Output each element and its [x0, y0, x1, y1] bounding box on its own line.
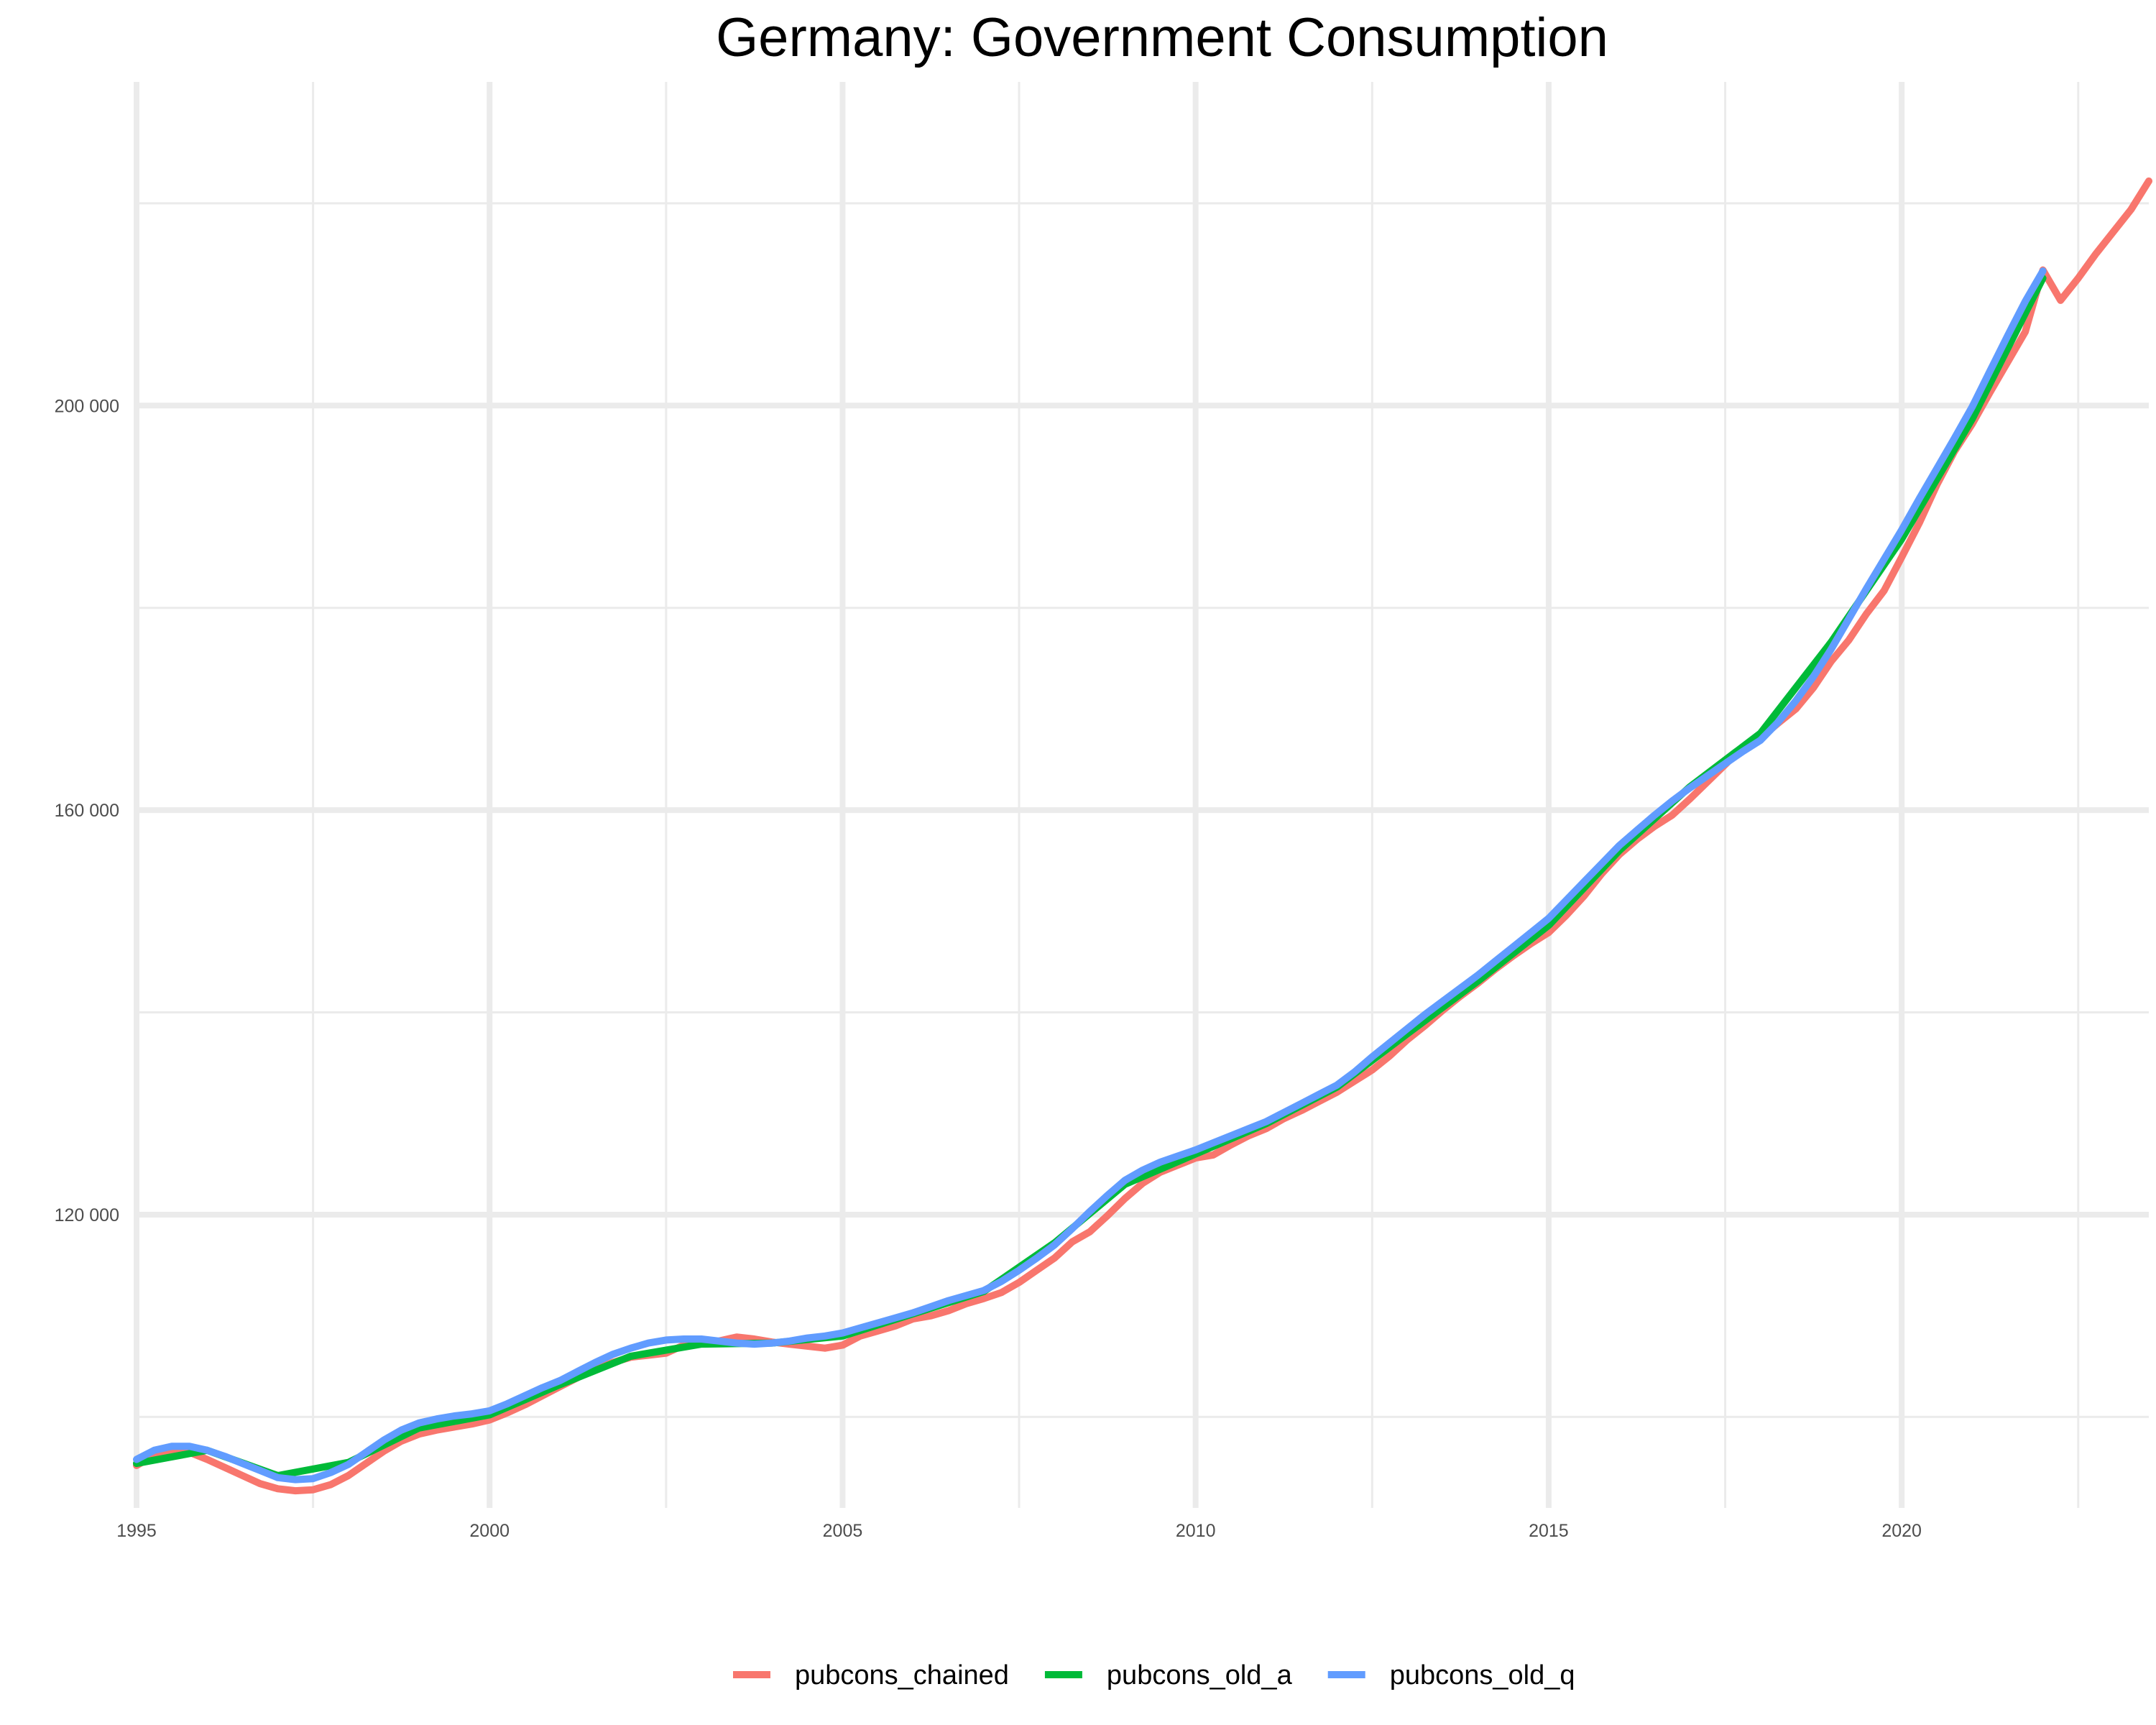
- x-axis-tick-labels: 1995 2000 2005 2010 2015 2020: [116, 1521, 1922, 1541]
- grid: [134, 82, 2149, 1508]
- series-lines: [133, 177, 2152, 1495]
- x-tick-label: 2010: [1176, 1521, 1216, 1541]
- y-tick-label: 160 000: [55, 801, 119, 821]
- x-tick-label: 2000: [469, 1521, 510, 1541]
- y-tick-label: 120 000: [55, 1205, 119, 1225]
- chart-title: Germany: Government Consumption: [716, 7, 1608, 68]
- legend-label: pubcons_old_a: [1107, 1660, 1293, 1690]
- legend-item-pubcons-chained: pubcons_chained: [733, 1660, 1009, 1690]
- x-tick-label: 2015: [1529, 1521, 1569, 1541]
- series-line-pubcons-old-a: [133, 275, 2047, 1479]
- legend-label: pubcons_chained: [795, 1660, 1009, 1690]
- legend: pubcons_chained pubcons_old_a pubcons_old_…: [733, 1660, 1575, 1690]
- x-tick-label: 1995: [116, 1521, 157, 1541]
- x-tick-label: 2005: [823, 1521, 863, 1541]
- legend-item-pubcons-old-q: pubcons_old_q: [1327, 1660, 1575, 1690]
- series-line-pubcons-old-q: [133, 267, 2047, 1484]
- legend-label: pubcons_old_q: [1390, 1660, 1575, 1690]
- legend-item-pubcons-old-a: pubcons_old_a: [1044, 1660, 1293, 1690]
- y-axis-tick-labels: 120 000 160 000 200 000: [55, 396, 119, 1225]
- series-line-pubcons-chained: [133, 177, 2152, 1495]
- y-tick-label: 200 000: [55, 396, 119, 416]
- x-tick-label: 2020: [1881, 1521, 1922, 1541]
